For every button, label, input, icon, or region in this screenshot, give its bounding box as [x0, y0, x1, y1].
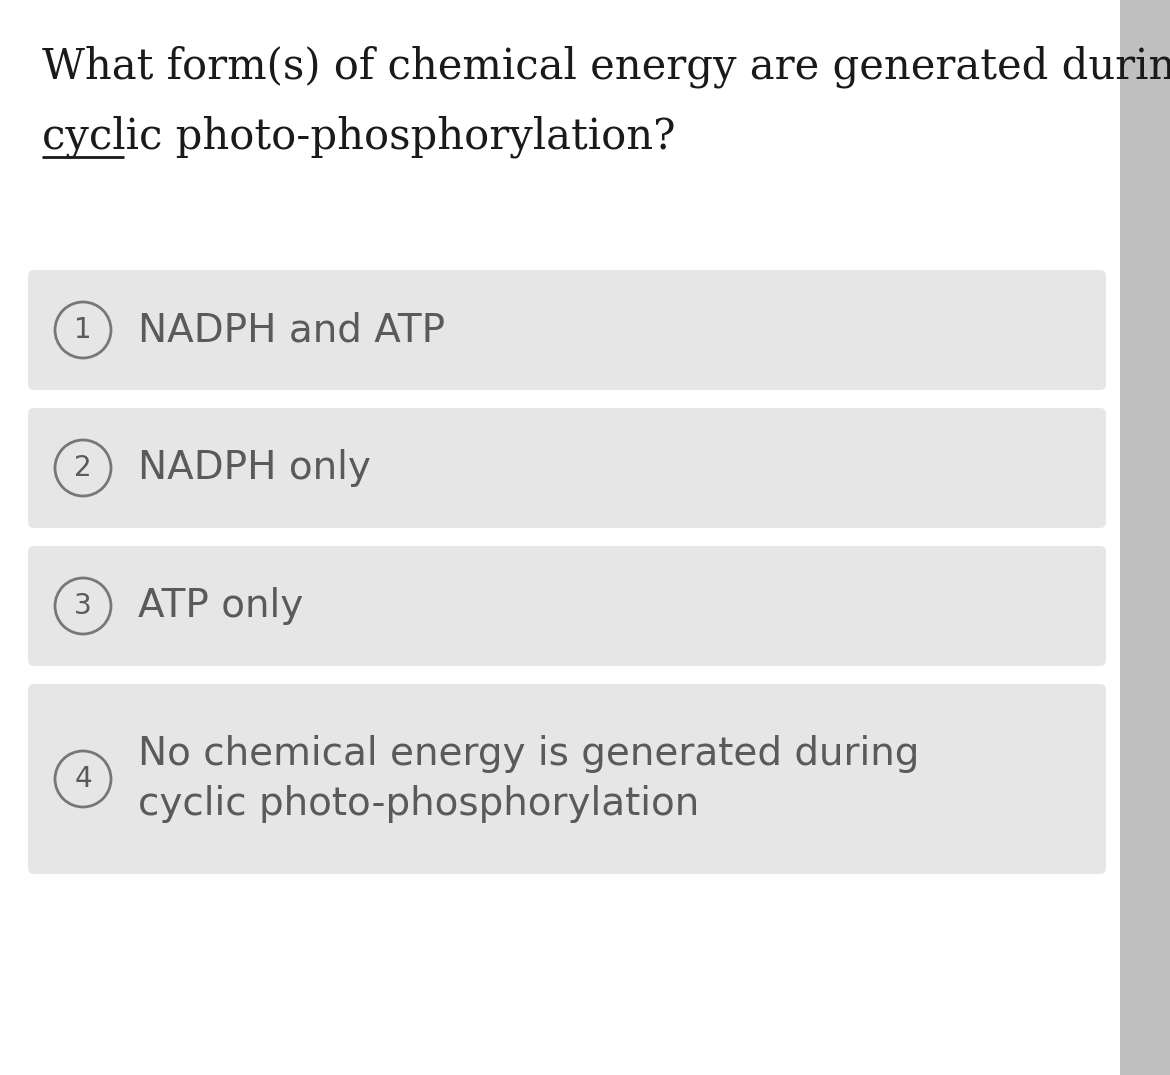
Circle shape: [55, 302, 111, 358]
FancyBboxPatch shape: [28, 684, 1106, 874]
FancyBboxPatch shape: [28, 546, 1106, 666]
Text: NADPH and ATP: NADPH and ATP: [138, 311, 445, 349]
Text: ATP only: ATP only: [138, 587, 303, 625]
Text: NADPH only: NADPH only: [138, 449, 371, 487]
Text: 4: 4: [74, 765, 91, 793]
Text: No chemical energy is generated during
cyclic photo-phosphorylation: No chemical energy is generated during c…: [138, 735, 920, 823]
Text: cyclic photo-phosphorylation?: cyclic photo-phosphorylation?: [42, 115, 675, 158]
Text: 1: 1: [74, 316, 91, 344]
Text: What form(s) of chemical energy are generated during: What form(s) of chemical energy are gene…: [42, 45, 1170, 87]
Text: 2: 2: [74, 454, 91, 482]
FancyBboxPatch shape: [1120, 0, 1170, 1075]
Circle shape: [55, 578, 111, 634]
FancyBboxPatch shape: [28, 270, 1106, 390]
Circle shape: [55, 751, 111, 807]
FancyBboxPatch shape: [28, 408, 1106, 528]
Circle shape: [55, 440, 111, 496]
Text: 3: 3: [74, 592, 92, 620]
